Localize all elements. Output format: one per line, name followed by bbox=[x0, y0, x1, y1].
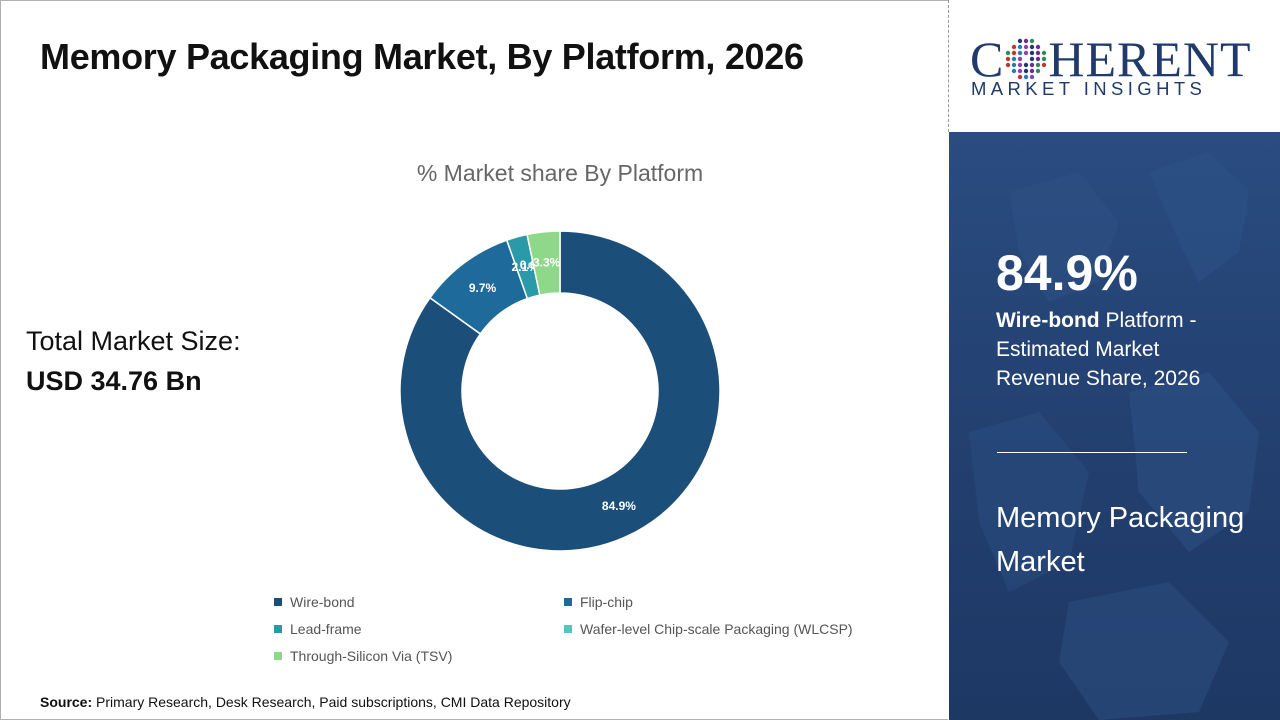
stat-description: Wire-bond Platform - Estimated Market Re… bbox=[996, 306, 1246, 393]
source-text: Primary Research, Desk Research, Paid su… bbox=[96, 694, 571, 710]
legend-item-wire-bond: Wire-bond bbox=[274, 594, 355, 610]
source-label: Source: bbox=[40, 694, 93, 710]
legend-label: Wire-bond bbox=[290, 594, 355, 610]
legend-swatch bbox=[564, 598, 572, 606]
legend-swatch bbox=[564, 625, 572, 633]
data-label-wire-bond: 84.9% bbox=[602, 499, 636, 513]
market-name: Memory Packaging Market bbox=[996, 502, 1245, 578]
data-label-flip-chip: 9.7% bbox=[469, 281, 497, 295]
legend-item-through-silicon-via-tsv: Through-Silicon Via (TSV) bbox=[274, 648, 452, 664]
stat-segment: Wire-bond bbox=[996, 309, 1100, 332]
chart-title: % Market share By Platform bbox=[416, 160, 704, 186]
data-label-lead-frame: 2.1% bbox=[511, 260, 539, 274]
legend-item-wafer-level-chip-scale-packaging-wlcsp: Wafer-level Chip-scale Packaging (WLCSP) bbox=[564, 621, 853, 637]
legend-item-lead-frame: Lead-frame bbox=[274, 621, 362, 637]
logo-wordmark: C HERENT bbox=[970, 30, 1252, 88]
stat-value: 84.9% bbox=[996, 245, 1138, 301]
divider bbox=[948, 0, 949, 132]
logo-word-start: C bbox=[970, 31, 1005, 87]
logo-subtitle: MARKET INSIGHTS bbox=[971, 78, 1207, 99]
total-market-size-label: Total Market Size: bbox=[26, 326, 241, 356]
legend-label: Flip-chip bbox=[580, 594, 633, 610]
legend-label: Through-Silicon Via (TSV) bbox=[290, 648, 453, 664]
source-note: Source: Primary Research, Desk Research,… bbox=[40, 694, 571, 710]
logo-word-end: HERENT bbox=[1048, 31, 1252, 87]
highlight-panel: 84.9% Wire-bond Platform - Estimated Mar… bbox=[949, 132, 1280, 720]
donut-chart: 84.9%9.7%2.1%0.0%3.3% bbox=[399, 230, 721, 552]
legend-swatch bbox=[274, 652, 282, 660]
legend-swatch bbox=[274, 598, 282, 606]
world-map-background-icon bbox=[969, 152, 1259, 720]
panel-divider bbox=[997, 452, 1187, 453]
legend-label: Wafer-level Chip-scale Packaging (WLCSP) bbox=[580, 621, 853, 637]
donut-slice-wire-bond bbox=[399, 230, 721, 552]
stat-description-text: Platform - Estimated Market Revenue Shar… bbox=[996, 309, 1201, 390]
legend-label: Lead-frame bbox=[290, 621, 362, 637]
logo-dot-globe-icon bbox=[1006, 38, 1047, 80]
data-label-through-silicon-via-tsv: 3.3% bbox=[533, 256, 561, 270]
company-logo: C HERENT MARKET INSIGHTS bbox=[949, 0, 1280, 132]
legend-swatch bbox=[274, 625, 282, 633]
donut-slice-through-silicon-via-tsv bbox=[526, 230, 561, 296]
chart-area bbox=[0, 0, 948, 720]
total-market-size-value: USD 34.76 Bn bbox=[26, 366, 202, 396]
page-title: Memory Packaging Market, By Platform, 20… bbox=[40, 36, 804, 77]
legend-item-flip-chip: Flip-chip bbox=[564, 594, 633, 610]
